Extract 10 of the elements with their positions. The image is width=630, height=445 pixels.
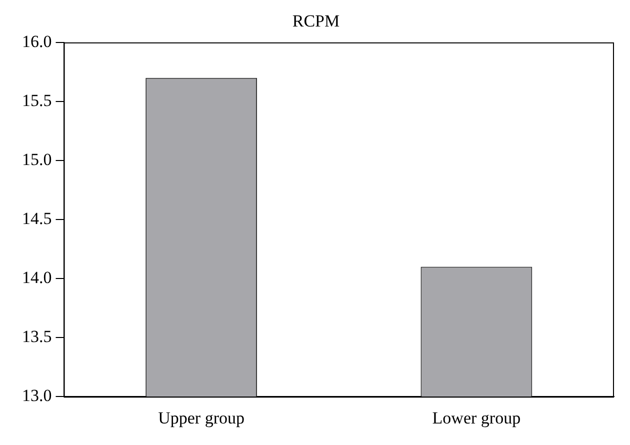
chart-title: RCPM: [292, 12, 340, 31]
y-tick-label: 15.0: [22, 150, 52, 169]
y-tick-label: 13.5: [22, 327, 52, 346]
x-tick-label: Upper group: [158, 408, 245, 428]
x-tick-label: Lower group: [432, 408, 521, 428]
y-tick-label: 14.0: [22, 268, 52, 287]
y-tick-label: 15.5: [22, 90, 52, 110]
y-tick-label: 13.0: [22, 386, 52, 406]
y-tick-label: 14.5: [22, 208, 52, 228]
y-tick-label: 16.0: [22, 32, 52, 51]
